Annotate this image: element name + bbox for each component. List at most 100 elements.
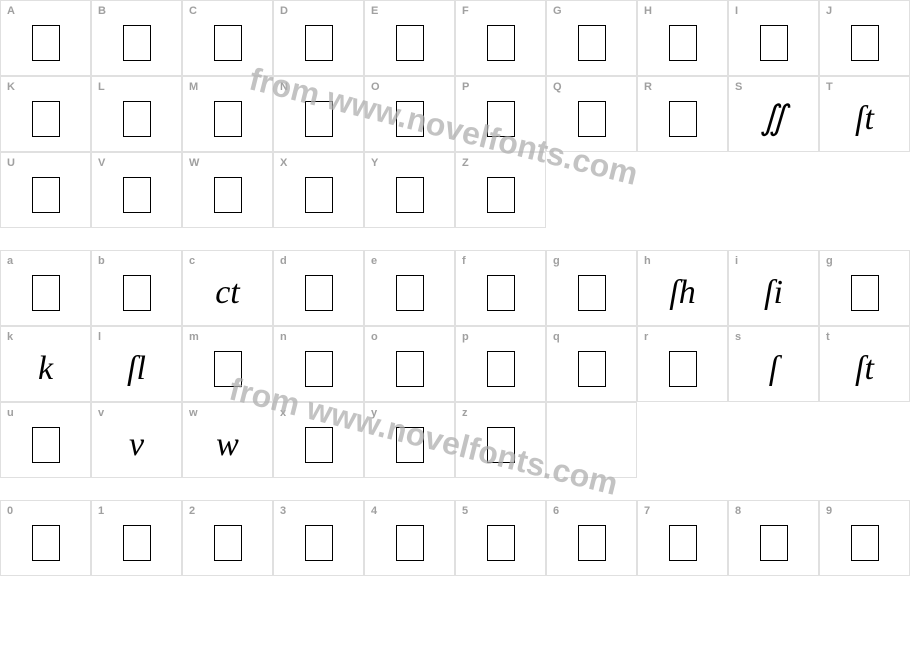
- empty-glyph-box: [123, 525, 151, 561]
- cell-label: D: [280, 5, 288, 17]
- empty-glyph-box: [487, 25, 515, 61]
- glyph-cell: vv: [91, 402, 182, 478]
- cell-label: Q: [553, 81, 562, 93]
- empty-glyph-box: [487, 275, 515, 311]
- cell-label: P: [462, 81, 469, 93]
- cell-label: L: [98, 81, 105, 93]
- empty-glyph-box: [214, 101, 242, 137]
- empty-glyph-box: [487, 525, 515, 561]
- cell-label: 8: [735, 505, 741, 517]
- grid-section: 0123456789: [0, 500, 910, 576]
- glyph-cell: ww: [182, 402, 273, 478]
- glyph-cell: Z: [455, 152, 546, 228]
- empty-glyph-box: [396, 351, 424, 387]
- section-gap: [0, 228, 911, 250]
- glyph-cell: E: [364, 0, 455, 76]
- glyph-cell: n: [273, 326, 364, 402]
- glyph-cell: x: [273, 402, 364, 478]
- empty-glyph-box: [669, 351, 697, 387]
- cell-label: 1: [98, 505, 104, 517]
- glyph-cell: l ſl: [91, 326, 182, 402]
- cell-label: o: [371, 331, 378, 343]
- cell-label: H: [644, 5, 652, 17]
- glyph: ſt: [855, 102, 874, 136]
- cell-label: S: [735, 81, 742, 93]
- cell-label: M: [189, 81, 198, 93]
- grid-section: abcctdefghſhiſigkklſlmnopqrsſtſtuvvwwxyz: [0, 250, 910, 478]
- cell-label: g: [826, 255, 833, 267]
- empty-glyph-box: [32, 427, 60, 463]
- empty-glyph-box: [32, 101, 60, 137]
- cell-label: E: [371, 5, 378, 17]
- glyph-cell: [546, 402, 637, 478]
- empty-glyph-box: [123, 25, 151, 61]
- cell-label: u: [7, 407, 14, 419]
- glyph-cell: D: [273, 0, 364, 76]
- glyph-cell: tſt: [819, 326, 910, 402]
- glyph-cell: iſi: [728, 250, 819, 326]
- glyph-cell: B: [91, 0, 182, 76]
- grid-section: ABCDEFGHIJKLMNOPQRS∬TſtUVWXYZ: [0, 0, 910, 228]
- empty-glyph-box: [214, 525, 242, 561]
- empty-glyph-box: [578, 101, 606, 137]
- empty-glyph-box: [305, 275, 333, 311]
- glyph-cell: L: [91, 76, 182, 152]
- glyph-cell: y: [364, 402, 455, 478]
- cell-label: W: [189, 157, 199, 169]
- glyph-cell: 1: [91, 500, 182, 576]
- glyph-cell: 7: [637, 500, 728, 576]
- glyph-cell: W: [182, 152, 273, 228]
- glyph-cell: F: [455, 0, 546, 76]
- cell-label: s: [735, 331, 741, 343]
- cell-label: R: [644, 81, 652, 93]
- glyph-cell: P: [455, 76, 546, 152]
- cell-label: Y: [371, 157, 378, 169]
- cell-label: F: [462, 5, 469, 17]
- glyph-cell: 4: [364, 500, 455, 576]
- glyph-cell: sſ: [728, 326, 819, 402]
- empty-glyph-box: [305, 101, 333, 137]
- glyph-cell: m: [182, 326, 273, 402]
- sections-container: ABCDEFGHIJKLMNOPQRS∬TſtUVWXYZabcctdefghſ…: [0, 0, 911, 576]
- cell-label: l: [98, 331, 101, 343]
- glyph-cell: 8: [728, 500, 819, 576]
- empty-glyph-box: [123, 275, 151, 311]
- cell-label: 4: [371, 505, 377, 517]
- glyph-cell: 0: [0, 500, 91, 576]
- cell-label: V: [98, 157, 105, 169]
- cell-label: y: [371, 407, 377, 419]
- glyph-cell: a: [0, 250, 91, 326]
- cell-label: k: [7, 331, 13, 343]
- empty-glyph-box: [396, 525, 424, 561]
- glyph-cell: z: [455, 402, 546, 478]
- empty-glyph-box: [487, 427, 515, 463]
- cell-label: w: [189, 407, 198, 419]
- cell-label: B: [98, 5, 106, 17]
- empty-glyph-box: [396, 427, 424, 463]
- glyph-cell: 3: [273, 500, 364, 576]
- cell-label: C: [189, 5, 197, 17]
- empty-glyph-box: [851, 525, 879, 561]
- empty-glyph-box: [305, 427, 333, 463]
- cell-label: n: [280, 331, 287, 343]
- cell-label: g: [553, 255, 560, 267]
- glyph-cell: C: [182, 0, 273, 76]
- empty-glyph-box: [578, 25, 606, 61]
- glyph-cell: R: [637, 76, 728, 152]
- glyph: ſl: [127, 352, 146, 386]
- empty-glyph-box: [578, 275, 606, 311]
- cell-label: a: [7, 255, 13, 267]
- glyph-cell: kk: [0, 326, 91, 402]
- empty-glyph-box: [305, 177, 333, 213]
- cell-label: T: [826, 81, 833, 93]
- glyph-cell: p: [455, 326, 546, 402]
- glyph-cell: g: [819, 250, 910, 326]
- cell-label: i: [735, 255, 738, 267]
- empty-glyph-box: [214, 177, 242, 213]
- section-gap: [0, 478, 911, 500]
- empty-glyph-box: [396, 25, 424, 61]
- empty-glyph-box: [669, 525, 697, 561]
- empty-glyph-box: [305, 25, 333, 61]
- glyph-cell: U: [0, 152, 91, 228]
- glyph: k: [38, 352, 53, 386]
